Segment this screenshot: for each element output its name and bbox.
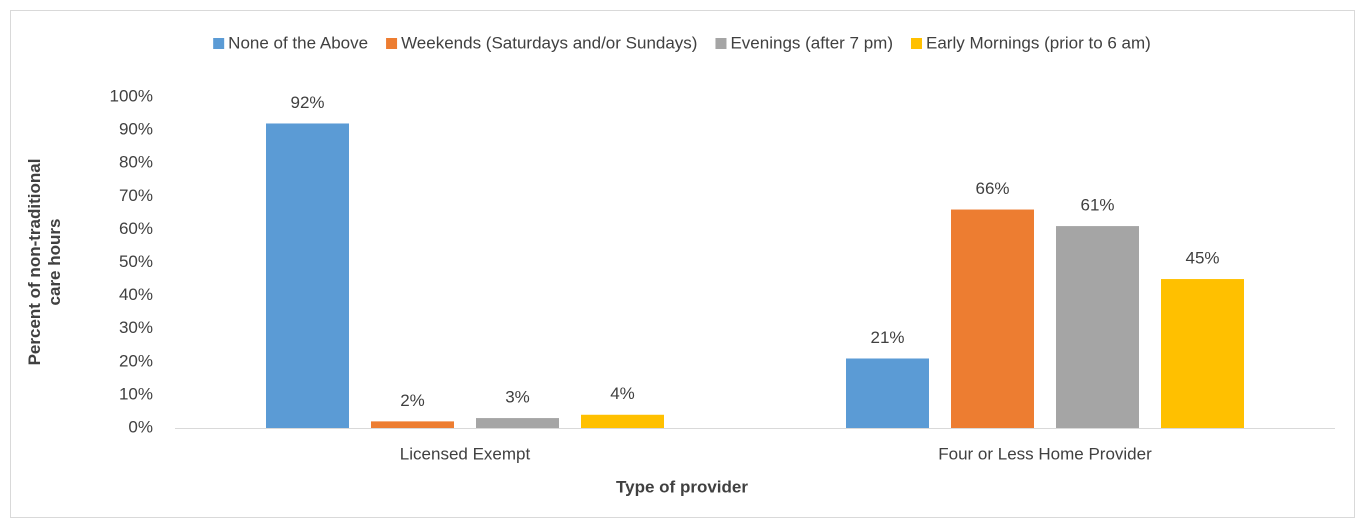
data-label: 4% [610, 384, 635, 403]
legend-swatch [715, 38, 727, 49]
data-label: 2% [400, 391, 425, 410]
y-tick-label: 90% [119, 120, 153, 139]
data-label: 21% [870, 328, 904, 347]
y-tick-label: 70% [119, 186, 153, 205]
data-label: 66% [975, 179, 1009, 198]
data-label: 3% [505, 388, 530, 407]
bar [951, 209, 1034, 428]
data-label: 92% [290, 93, 324, 112]
x-axis-title: Type of provider [616, 477, 748, 496]
bar [1056, 226, 1139, 428]
y-tick-label: 0% [128, 417, 153, 436]
y-tick-label: 100% [110, 86, 153, 105]
y-axis-title: Percent of non-traditionalcare hours [25, 159, 64, 366]
chart-border [10, 10, 1355, 518]
legend-swatch [213, 38, 225, 49]
bar [581, 414, 664, 428]
data-label: 61% [1080, 196, 1114, 215]
legend-label: Early Mornings (prior to 6 am) [926, 33, 1151, 52]
y-tick-label: 80% [119, 153, 153, 172]
legend-label: Weekends (Saturdays and/or Sundays) [401, 33, 697, 52]
y-tick-label: 30% [119, 318, 153, 337]
y-tick-label: 20% [119, 351, 153, 370]
bar [266, 123, 349, 428]
y-tick-label: 10% [119, 384, 153, 403]
y-tick-label: 40% [119, 285, 153, 304]
legend-label: None of the Above [228, 33, 368, 52]
y-tick-label: 60% [119, 219, 153, 238]
legend-label: Evenings (after 7 pm) [730, 33, 893, 52]
legend-swatch [910, 38, 922, 49]
y-tick-label: 50% [119, 252, 153, 271]
legend: None of the Above Weekends (Saturdays and… [213, 33, 1151, 52]
legend-swatch [386, 38, 398, 49]
x-tick-label: Four or Less Home Provider [938, 444, 1152, 463]
bar [846, 358, 929, 428]
data-label: 45% [1185, 249, 1219, 268]
bar [476, 418, 559, 428]
bar [1161, 279, 1244, 428]
x-tick-label: Licensed Exempt [400, 444, 531, 463]
bar [371, 421, 454, 428]
